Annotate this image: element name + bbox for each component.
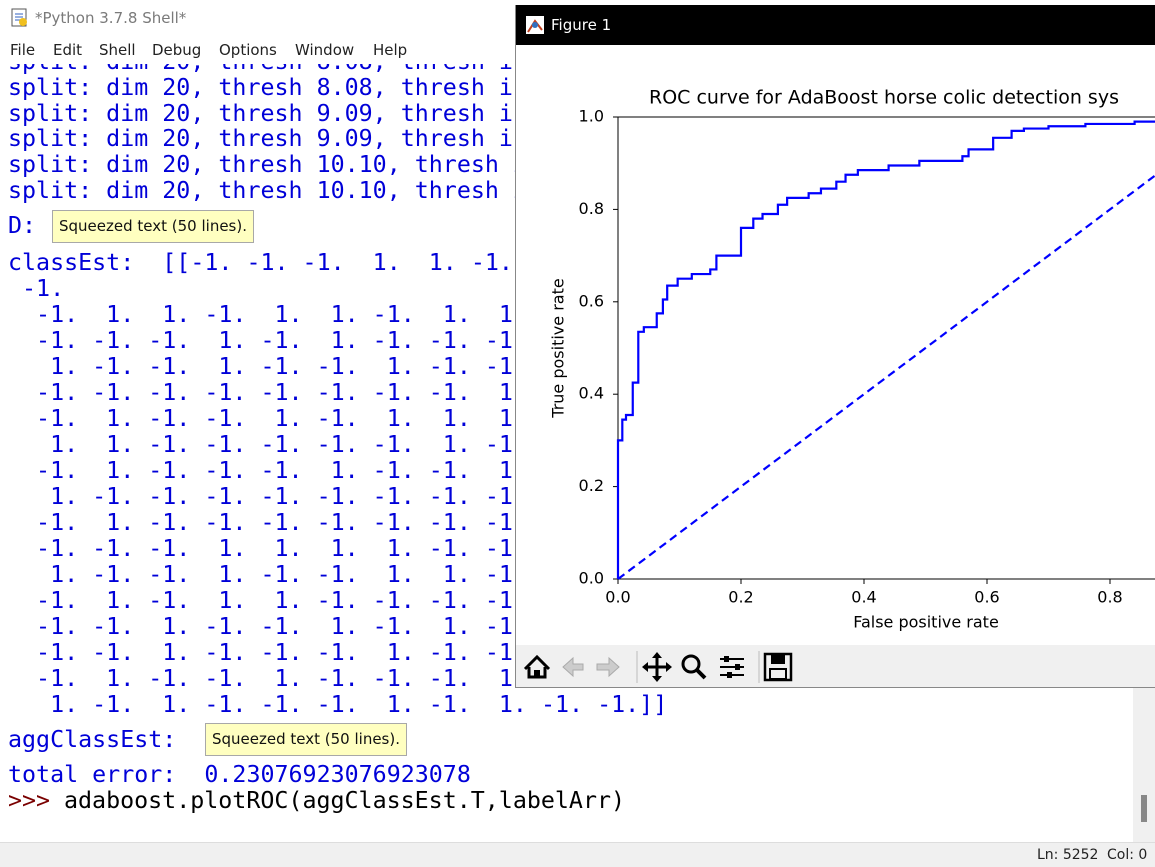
x-axis-label: False positive rate: [853, 613, 999, 632]
app-icon: [11, 8, 27, 27]
output-line: -1. 1. 1. -1. 1. 1. -1. 1. 1: [8, 301, 513, 328]
x-tick-label: 0.2: [728, 588, 753, 607]
figure-title-bar: Figure 1: [516, 5, 1155, 45]
y-tick-label: 0.2: [579, 476, 604, 495]
output-line: -1. -1. 1. -1. -1. 1. -1. 1. -1: [8, 613, 513, 640]
pan-button[interactable]: [642, 652, 672, 682]
menu-item[interactable]: Debug: [152, 41, 202, 59]
figure-window: Figure 1 ROC curve for AdaBoost horse co…: [515, 5, 1155, 688]
window-title: *Python 3.7.8 Shell*: [35, 9, 187, 27]
output-line: 1. 1. -1. -1. -1. -1. -1. 1. -1: [8, 431, 513, 458]
canvas: [516, 45, 1155, 645]
chart: ROC curve for AdaBoost horse colic detec…: [516, 45, 1155, 645]
y-tick-label: 0.8: [579, 199, 604, 218]
x-tick-label: 0.8: [1097, 588, 1122, 607]
menu-item[interactable]: File: [10, 41, 36, 59]
zoom-button[interactable]: [681, 654, 707, 680]
output-line: -1. -1. -1. 1. -1. 1. -1. -1. -1: [8, 327, 513, 354]
output-line: 1. -1. -1. -1. -1. -1. -1. -1. -1: [8, 483, 513, 510]
output-label: aggClassEst:: [8, 726, 177, 753]
output-line: split: dim 20, thresh 8.08, thresh in: [8, 64, 527, 75]
output-line: -1. -1. 1. -1. -1. -1. 1. -1. -1: [8, 639, 513, 666]
toolbar: [523, 651, 793, 683]
output-line: -1. -1. -1. 1. 1. 1. 1. -1. -1: [8, 535, 513, 562]
y-tick-label: 0.4: [579, 384, 604, 403]
y-tick-label: 1.0: [579, 107, 604, 126]
x-tick-label: 0.4: [851, 588, 876, 607]
output-line: total error: 0.23076923076923078: [8, 761, 471, 788]
figure-title: Figure 1: [551, 16, 612, 34]
scroll-thumb[interactable]: [1141, 795, 1147, 822]
chart-title: ROC curve for AdaBoost horse colic detec…: [649, 87, 1119, 109]
output-label: D:: [8, 212, 37, 239]
output-line: 1. -1. 1. -1. -1. -1. 1. -1. 1. -1. -1.]…: [8, 691, 668, 718]
y-tick-label: 0.6: [579, 291, 604, 310]
output-line: -1.: [8, 275, 65, 302]
status-bar: Ln: 5252 Col: 0: [0, 842, 1155, 867]
output-line: split: dim 20, thresh 10.10, thresh i: [8, 151, 527, 179]
menu-item[interactable]: Options: [219, 41, 277, 59]
output-line: split: dim 20, thresh 8.08, thresh in: [8, 73, 527, 101]
y-tick-label: 0.0: [579, 569, 604, 588]
output-line: classEst: [[-1. -1. -1. 1. 1. -1.: [8, 249, 513, 276]
roc-line: [616, 120, 1155, 579]
output-line: split: dim 20, thresh 9.09, thresh in: [8, 99, 527, 127]
home-button[interactable]: [523, 654, 551, 679]
output-line: split: dim 20, thresh 10.10, thresh i: [8, 177, 527, 204]
output-line: split: dim 20, thresh 9.09, thresh in: [8, 125, 527, 153]
x-tick-label: 0.0: [605, 588, 630, 607]
output-line: -1. 1. -1. -1. -1. 1. -1. -1. 1: [8, 457, 513, 484]
menu-item[interactable]: Window: [295, 41, 355, 59]
figure-icon: [526, 16, 544, 34]
x-tick-label: 0.6: [974, 588, 999, 607]
forward-button[interactable]: [596, 656, 620, 678]
output-line: -1. -1. -1. -1. -1. -1. -1. -1. 1: [8, 379, 513, 406]
prompt: >>>: [8, 787, 51, 814]
squeezed-button[interactable]: Squeezed text (50 lines).: [205, 723, 407, 756]
axes-frame: [617, 116, 1155, 580]
menu-item[interactable]: Edit: [53, 41, 83, 59]
status-col: Col: 0: [1107, 847, 1148, 863]
output-line: -1. 1. -1. -1. 1. -1. -1. -1. 1: [8, 665, 513, 692]
menu-item[interactable]: Shell: [99, 41, 136, 59]
configure-button[interactable]: [720, 656, 744, 678]
output-line: -1. 1. -1. -1. -1. -1. -1. -1. -1: [8, 509, 513, 536]
output-line: -1. 1. -1. -1. 1. -1. 1. 1. 1: [8, 405, 513, 432]
back-button[interactable]: [562, 656, 584, 678]
output-line: 1. -1. -1. 1. -1. -1. 1. 1. -1: [8, 561, 513, 588]
squeezed-button[interactable]: Squeezed text (50 lines).: [52, 210, 254, 243]
status-line: Ln: 5252: [1037, 847, 1099, 863]
output-line: 1. -1. -1. 1. -1. -1. 1. -1. -1: [8, 353, 513, 380]
command: adaboost.plotROC(aggClassEst.T,labelArr): [64, 787, 626, 814]
save-button[interactable]: [763, 652, 793, 682]
output-line: -1. 1. -1. 1. 1. -1. -1. -1. -1: [8, 587, 513, 614]
menu-item[interactable]: Help: [373, 41, 408, 59]
y-axis-label: True positive rate: [549, 278, 568, 418]
roc-line: [617, 174, 1155, 580]
